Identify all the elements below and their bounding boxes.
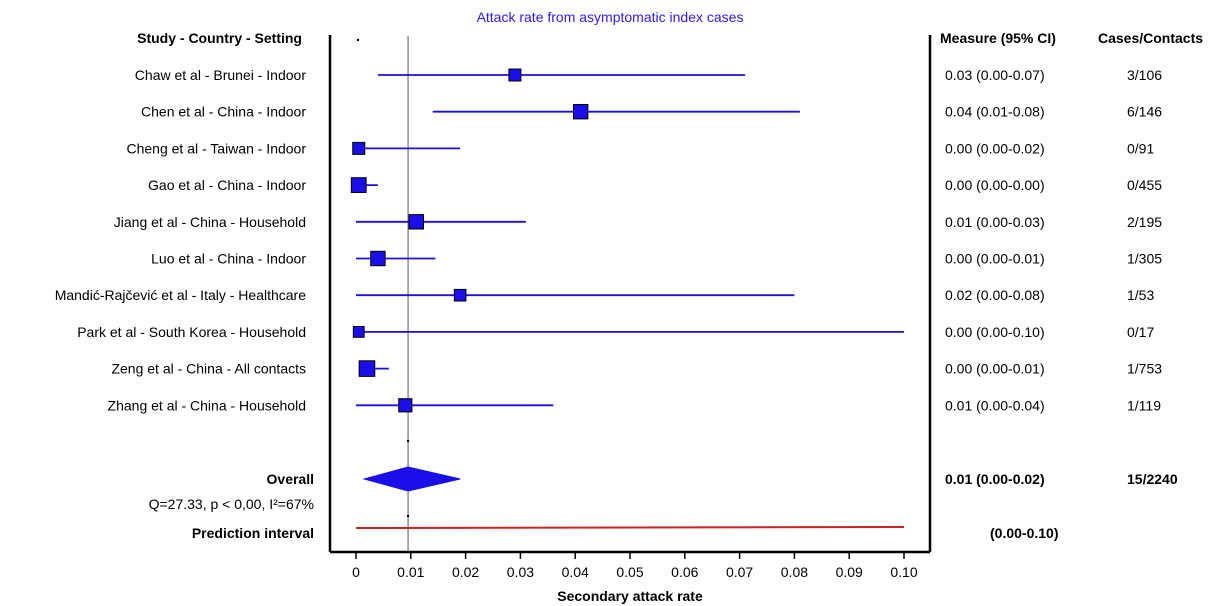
x-tick-label: 0.08 [781, 564, 808, 580]
study-point [370, 250, 386, 267]
study-cases: 0/455 [1127, 177, 1162, 193]
overall-reference-group [356, 36, 410, 552]
x-tick-label: 0.10 [890, 564, 917, 580]
overall-measure: 0.01 (0.00-0.02) [945, 471, 1045, 487]
x-axis-ticks: 0 0.01 0.02 0.03 0.04 0.05 0.06 0.07 0.08 0.09 0.1… [352, 552, 918, 580]
x-tick-label: 0.07 [726, 564, 753, 580]
x-tick-label: 0.09 [836, 564, 863, 580]
x-tick-label: 0.06 [671, 564, 698, 580]
study-cases: 1/119 [1127, 397, 1161, 413]
study-label: Jiang et al - China - Household [114, 214, 306, 230]
study-label: Gao et al - China - Indoor [148, 177, 306, 193]
x-axis-label: Secondary attack rate [557, 588, 703, 604]
study-measure: 0.01 (0.00-0.03) [945, 214, 1045, 230]
study-point [350, 177, 367, 193]
study-point [398, 398, 413, 413]
study-point [352, 326, 365, 338]
x-tick-label: 0.04 [562, 564, 589, 580]
study-cases: 1/753 [1127, 361, 1162, 377]
x-tick-label: 0.02 [452, 564, 479, 580]
study-measure: 0.03 (0.00-0.07) [945, 67, 1045, 83]
reference-dot [406, 439, 410, 443]
overall-cases: 15/2240 [1127, 471, 1178, 487]
study-point [352, 141, 366, 155]
prediction-interval-measure: (0.00-0.10) [990, 525, 1058, 541]
study-label: Park et al - South Korea - Household [77, 324, 306, 340]
study-label: Mandić-Rajčević et al - Italy - Healthca… [55, 287, 307, 303]
prediction-interval-label: Prediction interval [192, 525, 314, 541]
x-tick-label: 0.05 [616, 564, 643, 580]
study-measure: 0.00 (0.00-0.01) [945, 251, 1045, 267]
study-label: Luo et al - China - Indoor [151, 251, 306, 267]
study-measure: 0.04 (0.01-0.08) [945, 104, 1045, 120]
heterogeneity-stats: Q=27.33, p < 0,00, I²=67% [149, 496, 314, 512]
study-label: Zhang et al - China - Household [108, 397, 306, 413]
chart-title: Attack rate from asymptomatic index case… [477, 9, 744, 25]
study-point [572, 104, 589, 120]
study-cases: 1/305 [1127, 251, 1162, 267]
study-measure: 0.01 (0.00-0.04) [945, 397, 1045, 413]
study-cases: 1/53 [1127, 287, 1154, 303]
study-label: Cheng et al - Taiwan - Indoor [126, 140, 306, 156]
study-measure: 0.00 (0.00-0.00) [945, 177, 1045, 193]
study-point [453, 288, 467, 302]
study-label: Zeng et al - China - All contacts [111, 361, 306, 377]
study-point [408, 214, 424, 230]
study-cases: 2/195 [1127, 214, 1162, 230]
study-measure: 0.00 (0.00-0.01) [945, 361, 1045, 377]
overall-diamond [362, 466, 461, 492]
x-tick-label: 0 [352, 564, 360, 580]
measure-column-header: Measure (95% CI) [940, 30, 1056, 46]
study-measure: 0.00 (0.00-0.10) [945, 324, 1045, 340]
study-cases: 6/146 [1127, 104, 1162, 120]
x-tick-label: 0.03 [507, 564, 534, 580]
study-label: Chen et al - China - Indoor [141, 104, 306, 120]
study-cases: 0/17 [1127, 324, 1154, 340]
reference-dot [356, 38, 360, 42]
x-tick-label: 0.01 [397, 564, 424, 580]
overall-label: Overall [267, 471, 314, 487]
study-measure: 0.02 (0.00-0.08) [945, 287, 1045, 303]
study-cases: 0/91 [1127, 140, 1154, 156]
study-cases: 3/106 [1127, 67, 1162, 83]
cases-column-header: Cases/Contacts [1098, 30, 1203, 46]
study-column-header: Study - Country - Setting [137, 30, 302, 46]
study-point [358, 360, 376, 377]
prediction-interval-line [355, 526, 905, 529]
study-point [508, 68, 522, 82]
study-rows: Chaw et al - Brunei - Indoor 0.03 (0.00-0… [55, 67, 1163, 413]
reference-dot [406, 514, 410, 518]
study-measure: 0.00 (0.00-0.02) [945, 140, 1045, 156]
study-label: Chaw et al - Brunei - Indoor [135, 67, 307, 83]
